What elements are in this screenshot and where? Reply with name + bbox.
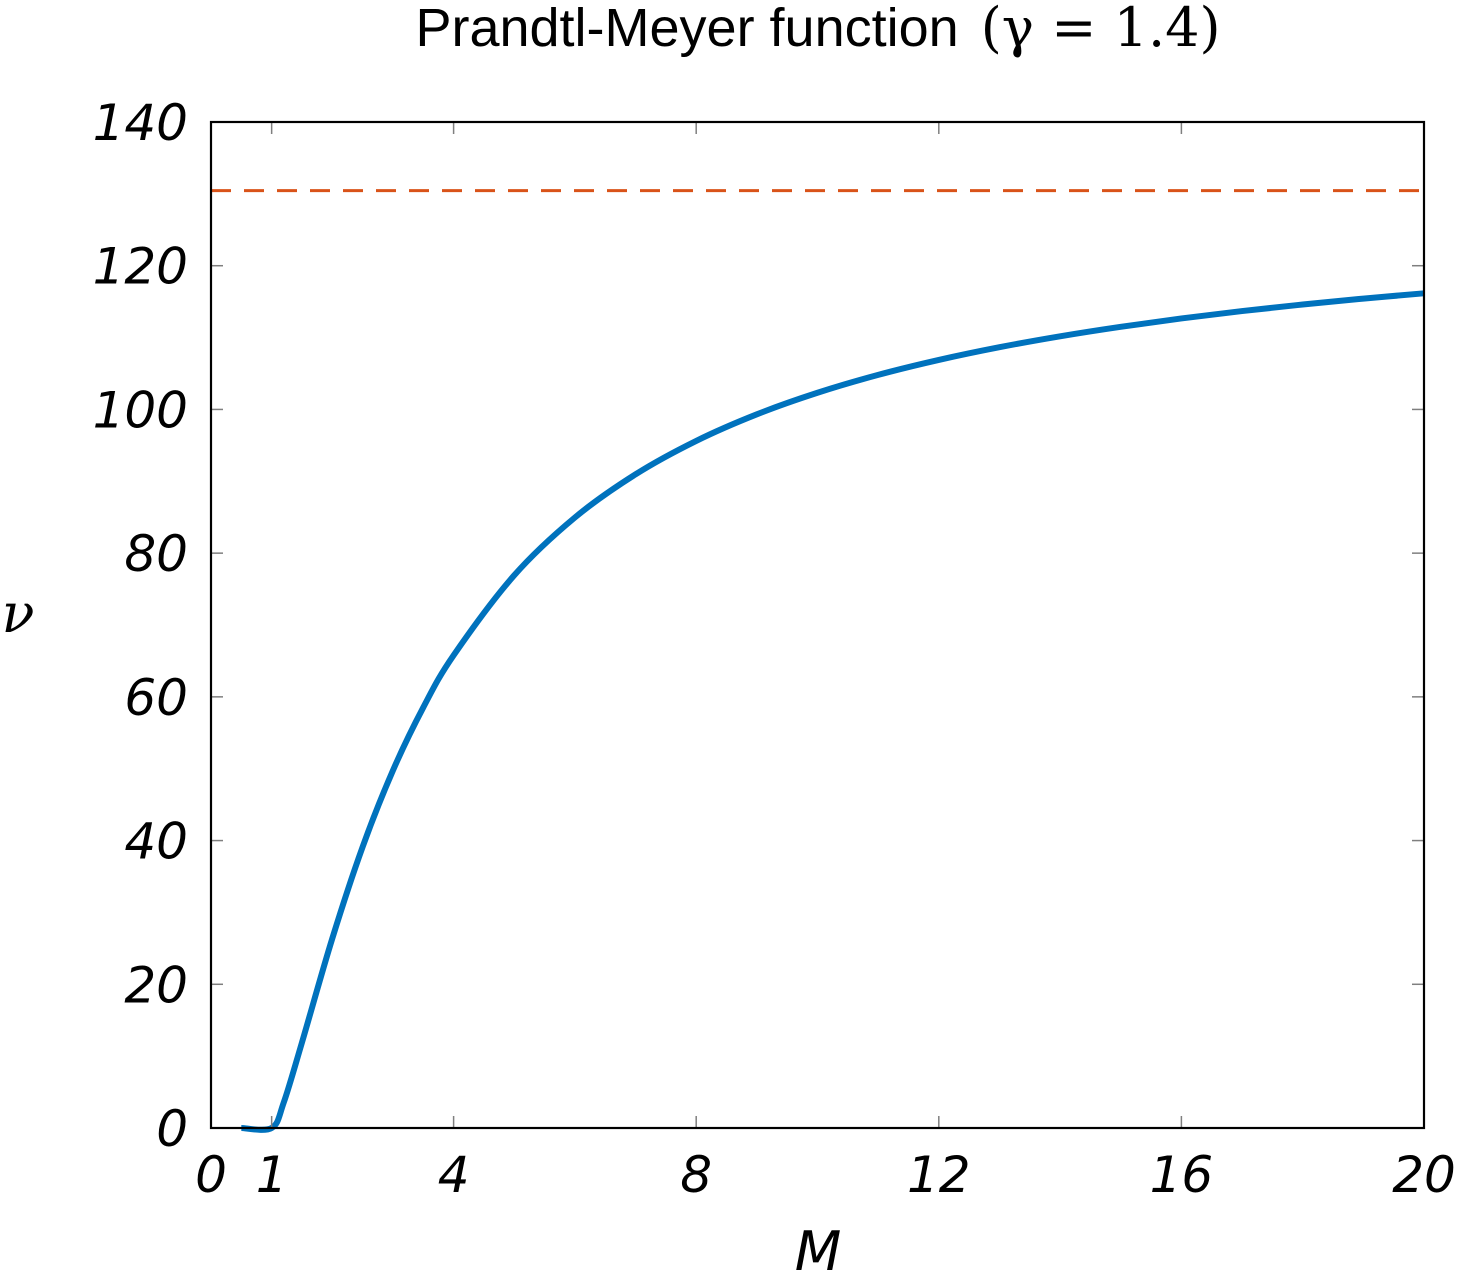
chart-title: Prandtl-Meyer function — [415, 0, 958, 58]
x-tick-label: 16 — [1150, 1146, 1214, 1204]
y-tick-label: 0 — [156, 1100, 188, 1158]
y-tick-label: 20 — [124, 956, 188, 1014]
y-axis-label: ν — [2, 582, 35, 645]
x-tick-label: 12 — [907, 1146, 971, 1204]
x-tick-label: 1 — [256, 1146, 288, 1204]
x-tick-label: 8 — [680, 1146, 712, 1204]
y-tick-label: 140 — [93, 94, 188, 152]
ticks-layer — [211, 122, 1424, 1128]
plot-frame — [209, 120, 1426, 1130]
chart-title-math: (γ = 1.4) — [981, 0, 1221, 59]
x-tick-label: 4 — [438, 1146, 470, 1204]
series-layer — [211, 189, 1425, 1133]
y-tick-label: 100 — [93, 381, 188, 439]
y-tick-label: 80 — [124, 525, 188, 583]
y-tick-label: 60 — [124, 669, 188, 727]
y-tick-label: 40 — [124, 813, 188, 871]
x-tick-label: 20 — [1392, 1146, 1456, 1204]
y-tick-label: 120 — [93, 238, 188, 296]
x-axis-label: M — [795, 1220, 842, 1279]
prandtl-meyer-curve — [241, 290, 1425, 1133]
x-tick-label: 0 — [195, 1146, 227, 1204]
